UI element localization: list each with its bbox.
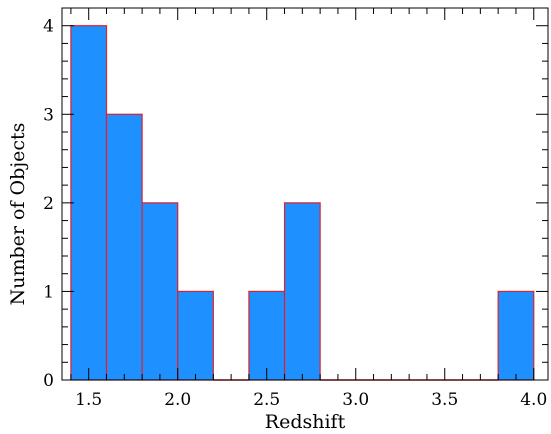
x-tick-label: 4.0: [520, 390, 547, 410]
x-tick-label: 1.5: [75, 390, 102, 410]
plot-frame: [61, 7, 549, 381]
histogram-bar: [497, 290, 535, 381]
x-tick-label: 3.0: [342, 390, 369, 410]
histogram-bar: [248, 290, 286, 381]
x-tick-label: 2.5: [253, 390, 280, 410]
histogram-bar: [177, 290, 214, 381]
y-tick-label: 0: [43, 371, 54, 391]
y-tick-label: 3: [43, 105, 54, 125]
y-axis-label: Number of Objects: [7, 123, 29, 306]
ticks-group: [62, 8, 548, 381]
histogram-bar: [105, 113, 143, 381]
y-tick-label: 1: [43, 282, 54, 302]
y-tick-label: 4: [43, 17, 54, 37]
x-axis-label: Redshift: [265, 411, 346, 433]
tick-labels-group: 1.5 2.0 2.5 3.0 3.5 4.0 0 1 2 3 4: [43, 17, 547, 410]
x-tick-label: 3.5: [431, 390, 458, 410]
x-tick-label: 2.0: [164, 390, 191, 410]
histogram-bar: [283, 202, 321, 381]
histogram-bar: [141, 202, 179, 381]
histogram-bar: [70, 25, 108, 381]
bars-group: [70, 25, 535, 381]
y-tick-label: 2: [43, 194, 54, 214]
